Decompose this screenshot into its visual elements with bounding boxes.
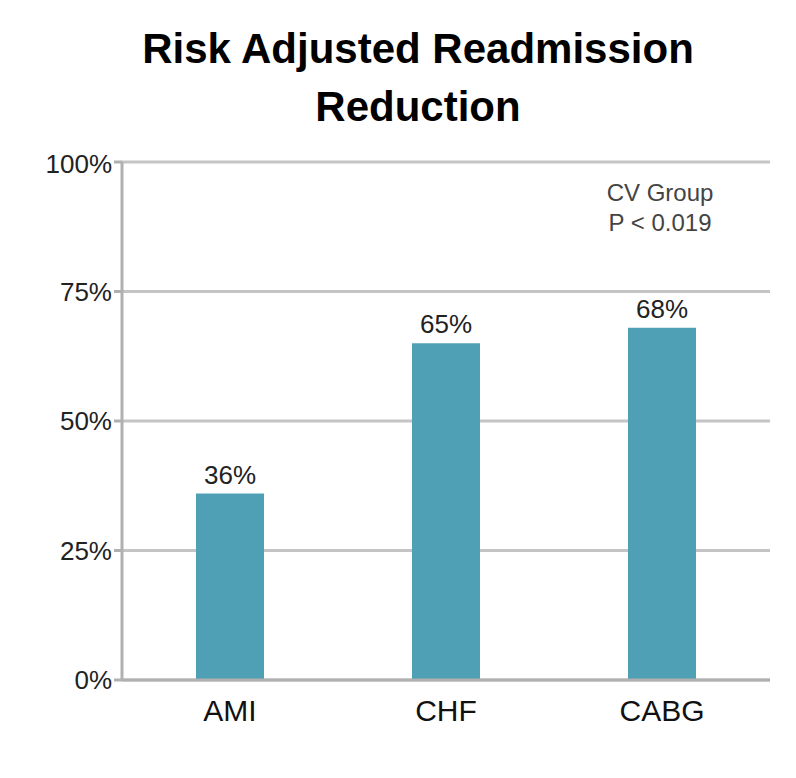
svg-text:65%: 65% <box>420 309 472 339</box>
svg-text:25%: 25% <box>60 536 112 566</box>
html-text:Risk Adjusted Readmission Redu: Risk Adjusted Readmission Reduction <box>142 25 694 130</box>
svg-text:75%: 75% <box>60 277 112 307</box>
svg-text:CABG: CABG <box>619 694 704 727</box>
svg-text:36%: 36% <box>204 460 256 490</box>
html-text:P < 0.019: P < 0.019 <box>608 209 712 236</box>
svg-text:CHF: CHF <box>415 694 477 727</box>
svg-text:100%: 100% <box>46 149 113 179</box>
svg-text:0%: 0% <box>74 665 112 695</box>
svg-text:AMI: AMI <box>203 694 256 727</box>
svg-text:50%: 50% <box>60 406 112 436</box>
html-text:CV Group: CV Group <box>606 179 714 206</box>
svg-text:68%: 68% <box>636 294 688 324</box>
